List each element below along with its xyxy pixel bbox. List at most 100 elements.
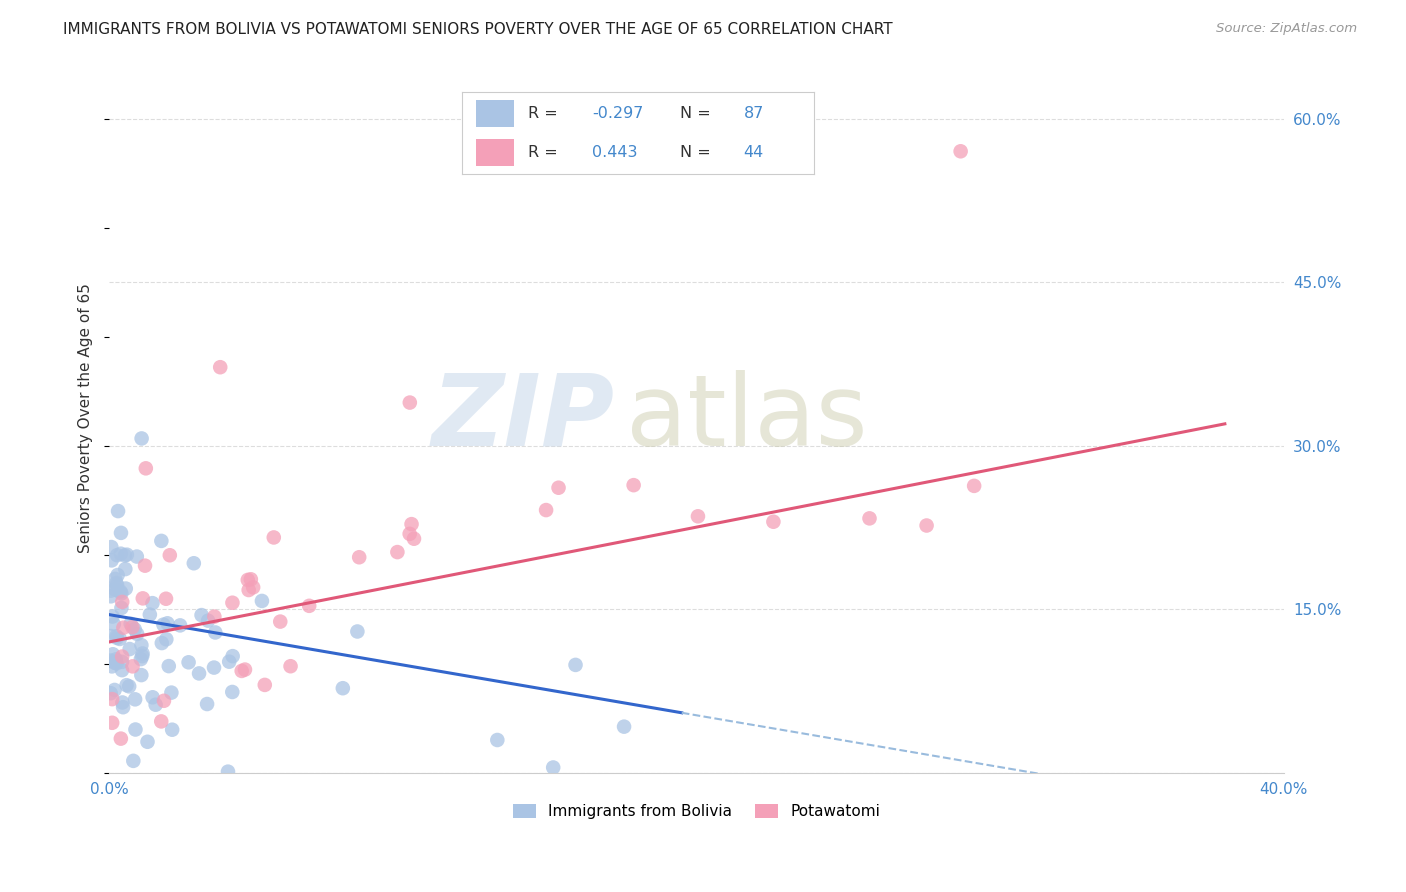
Point bbox=[221, 685, 243, 699]
Point bbox=[108, 632, 131, 646]
Point bbox=[188, 666, 211, 681]
Point bbox=[101, 647, 124, 661]
Point bbox=[547, 481, 569, 495]
Point bbox=[121, 659, 143, 673]
Point bbox=[110, 584, 132, 599]
Point bbox=[107, 568, 129, 582]
Point bbox=[104, 582, 127, 597]
Point bbox=[124, 692, 146, 706]
Point bbox=[221, 649, 243, 664]
Point bbox=[263, 531, 285, 545]
Point bbox=[202, 660, 225, 674]
Point bbox=[159, 548, 181, 562]
Point bbox=[114, 582, 136, 596]
Point bbox=[949, 145, 972, 159]
Point bbox=[100, 654, 122, 668]
Point bbox=[105, 548, 128, 562]
Point bbox=[139, 607, 162, 622]
Point bbox=[253, 678, 276, 692]
Point bbox=[141, 596, 163, 610]
Point bbox=[125, 549, 148, 564]
Point bbox=[136, 735, 159, 749]
Point bbox=[242, 580, 264, 594]
Point bbox=[145, 698, 167, 712]
Point bbox=[101, 715, 124, 730]
Point bbox=[152, 617, 174, 632]
Point bbox=[103, 656, 125, 670]
Point bbox=[105, 631, 128, 645]
Point bbox=[114, 562, 136, 576]
Text: ZIP: ZIP bbox=[432, 370, 614, 467]
Point bbox=[915, 518, 938, 533]
Point bbox=[160, 685, 183, 699]
Point bbox=[110, 586, 132, 600]
Point bbox=[346, 624, 368, 639]
Point bbox=[121, 620, 143, 634]
Point bbox=[100, 583, 122, 598]
Point bbox=[112, 700, 135, 714]
Point bbox=[127, 627, 149, 641]
Point bbox=[401, 517, 423, 532]
Point bbox=[347, 550, 370, 565]
Point bbox=[217, 764, 239, 779]
Point bbox=[100, 686, 122, 700]
Point bbox=[762, 515, 785, 529]
Point bbox=[100, 629, 122, 643]
Point bbox=[233, 663, 256, 677]
Point bbox=[155, 591, 177, 606]
Point bbox=[131, 638, 153, 652]
Point bbox=[280, 659, 302, 673]
Text: atlas: atlas bbox=[626, 370, 868, 467]
Point bbox=[387, 545, 409, 559]
Point bbox=[541, 760, 564, 774]
Point bbox=[131, 668, 153, 682]
Point bbox=[298, 599, 321, 613]
Point bbox=[104, 572, 127, 586]
Point bbox=[111, 649, 134, 664]
Point bbox=[236, 573, 259, 587]
Point bbox=[155, 632, 177, 647]
Point bbox=[204, 625, 226, 640]
Point bbox=[101, 692, 124, 706]
Point bbox=[197, 614, 219, 628]
Point bbox=[238, 582, 260, 597]
Point bbox=[112, 621, 135, 635]
Point bbox=[239, 572, 262, 586]
Point bbox=[134, 558, 156, 573]
Point bbox=[153, 694, 176, 708]
Point bbox=[122, 754, 145, 768]
Point bbox=[613, 720, 636, 734]
Point bbox=[118, 679, 141, 693]
Point bbox=[110, 547, 132, 561]
Point bbox=[686, 509, 709, 524]
Point bbox=[115, 678, 138, 692]
Point bbox=[398, 395, 420, 409]
Point bbox=[209, 360, 232, 375]
Point bbox=[135, 461, 157, 475]
Point bbox=[111, 696, 134, 710]
Point bbox=[156, 616, 179, 631]
Point bbox=[250, 594, 273, 608]
Point bbox=[218, 655, 240, 669]
Point bbox=[183, 556, 205, 570]
Point bbox=[131, 647, 153, 661]
Point bbox=[269, 615, 291, 629]
Legend: Immigrants from Bolivia, Potawatomi: Immigrants from Bolivia, Potawatomi bbox=[506, 798, 886, 825]
Point bbox=[101, 609, 124, 624]
Point bbox=[150, 533, 173, 548]
Point bbox=[169, 618, 191, 632]
Point bbox=[195, 697, 218, 711]
Point bbox=[534, 503, 557, 517]
Point bbox=[150, 636, 173, 650]
Point bbox=[114, 549, 136, 563]
Point bbox=[101, 659, 124, 673]
Point bbox=[150, 714, 173, 729]
Point bbox=[157, 659, 180, 673]
Point bbox=[129, 652, 152, 666]
Point bbox=[564, 657, 586, 672]
Point bbox=[103, 617, 125, 632]
Point bbox=[332, 681, 354, 696]
Point bbox=[105, 629, 128, 643]
Point bbox=[131, 432, 153, 446]
Point bbox=[107, 504, 129, 518]
